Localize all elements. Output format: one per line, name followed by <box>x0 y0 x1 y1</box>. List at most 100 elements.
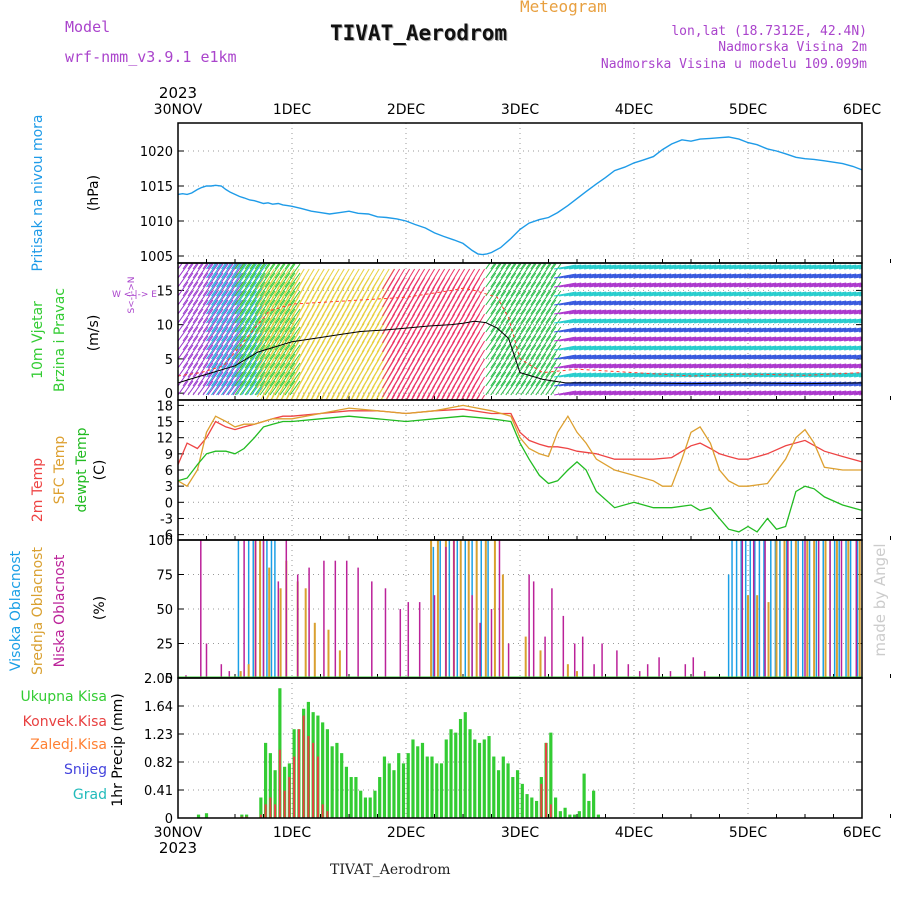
wind-barb <box>236 263 247 279</box>
wind-barb <box>244 281 256 297</box>
precip-conv-bar <box>278 749 281 818</box>
cloud-high-bar <box>480 540 482 678</box>
wind-barb <box>644 300 667 306</box>
wind-barb <box>679 273 702 279</box>
wind-barb <box>545 308 557 324</box>
wind-barb <box>809 291 832 297</box>
wind-axis-label-b: Brzina i Pravac <box>52 288 68 392</box>
y-tick-label: 3 <box>165 480 173 495</box>
wind-barb <box>649 273 672 279</box>
wind-barb <box>269 263 281 279</box>
wind-barb <box>744 318 767 324</box>
wind-barb <box>854 330 862 333</box>
wind-barb <box>291 268 305 290</box>
wind-barb <box>234 272 246 288</box>
wind-barb <box>669 273 692 279</box>
cloud-low-bar <box>323 560 325 678</box>
wind-barb <box>739 309 762 315</box>
wind-barb <box>764 282 787 288</box>
wind-barb <box>530 281 542 297</box>
wind-barb <box>535 272 547 288</box>
wind-barb <box>819 282 842 288</box>
wind-barb <box>500 353 512 369</box>
wind-barb <box>839 327 862 333</box>
wind-barb <box>540 308 552 324</box>
wind-barb <box>178 353 189 369</box>
wind-barb <box>264 263 270 270</box>
wind-barb <box>779 300 802 306</box>
wind-barb <box>192 335 204 351</box>
wind-barb <box>579 363 602 369</box>
wind-barb <box>264 299 276 315</box>
cloud-high-bar <box>801 540 804 678</box>
wind-barb <box>629 336 652 342</box>
wind-barb <box>799 264 822 270</box>
wind-barb <box>485 281 497 297</box>
wind-barb <box>589 264 612 270</box>
wind-barb <box>829 354 852 360</box>
precip-conv-bar <box>297 729 300 818</box>
wind-barb <box>604 318 627 324</box>
wind-barb <box>442 268 456 290</box>
precip-total-bar <box>482 739 486 818</box>
cloud-high-bar <box>790 540 793 678</box>
cloud-mid-bar <box>501 574 504 678</box>
wind-barb <box>244 362 256 378</box>
wind-barb <box>197 380 209 396</box>
wind-barb <box>481 394 486 400</box>
wind-barb <box>599 354 622 360</box>
wind-barb <box>814 273 837 279</box>
wind-barb <box>202 353 214 369</box>
precip-conv-bar <box>312 742 315 818</box>
wind-barb <box>244 263 250 270</box>
wind-barb <box>500 335 512 351</box>
wind-barb <box>654 363 677 369</box>
precip-frozen-legend: Zaledj.Kisa <box>30 737 107 753</box>
cloud-mid-bar <box>756 595 759 678</box>
wind-barb <box>490 335 502 351</box>
wind-barb <box>326 268 340 290</box>
wind-barb <box>530 308 542 324</box>
cloud-low-bar <box>638 671 641 678</box>
precip-conv-bar <box>316 756 319 818</box>
wind-barb <box>714 264 737 270</box>
wind-barb <box>634 390 657 396</box>
wind-barb <box>500 308 512 324</box>
precip-total-bar <box>506 763 510 818</box>
wind-barb <box>819 264 842 270</box>
cloud-low-bar <box>418 602 421 678</box>
wind-barb <box>472 295 486 317</box>
wind-barb <box>505 344 517 360</box>
wind-barb <box>216 353 227 369</box>
wind-barb <box>844 364 862 369</box>
wind-barb <box>197 263 209 279</box>
wind-barb <box>854 357 862 360</box>
wind-barb <box>259 371 271 387</box>
wind-barb <box>669 309 692 315</box>
wind-barb <box>674 336 697 342</box>
wind-barb <box>614 336 637 342</box>
wind-barb <box>226 344 237 360</box>
cloud-low-bar <box>471 595 473 678</box>
wind-barb <box>724 372 747 378</box>
wind-barb <box>679 336 702 342</box>
wind-barb <box>550 272 562 288</box>
wind-barb <box>382 268 396 290</box>
precip-total-bar <box>321 722 325 818</box>
wind-barb <box>202 272 214 288</box>
wind-barb <box>236 344 247 360</box>
wind-barb <box>564 390 587 396</box>
wind-barb <box>649 336 672 342</box>
wind-barb <box>569 282 592 288</box>
wind-barb <box>659 327 682 333</box>
wind-barb <box>694 354 717 360</box>
cloud-low-bar <box>593 664 595 678</box>
wind-barb <box>525 308 537 324</box>
wind-barb <box>829 363 852 369</box>
wind-barb <box>729 363 752 369</box>
wind-barb <box>714 354 737 360</box>
wind-barb <box>624 363 647 369</box>
wind-barb <box>254 263 266 279</box>
wind-barb <box>574 264 597 270</box>
wind-barb <box>495 317 507 333</box>
